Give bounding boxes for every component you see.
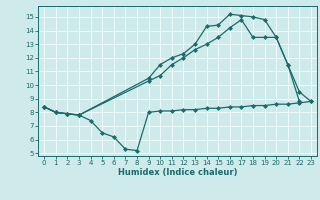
X-axis label: Humidex (Indice chaleur): Humidex (Indice chaleur) xyxy=(118,168,237,177)
